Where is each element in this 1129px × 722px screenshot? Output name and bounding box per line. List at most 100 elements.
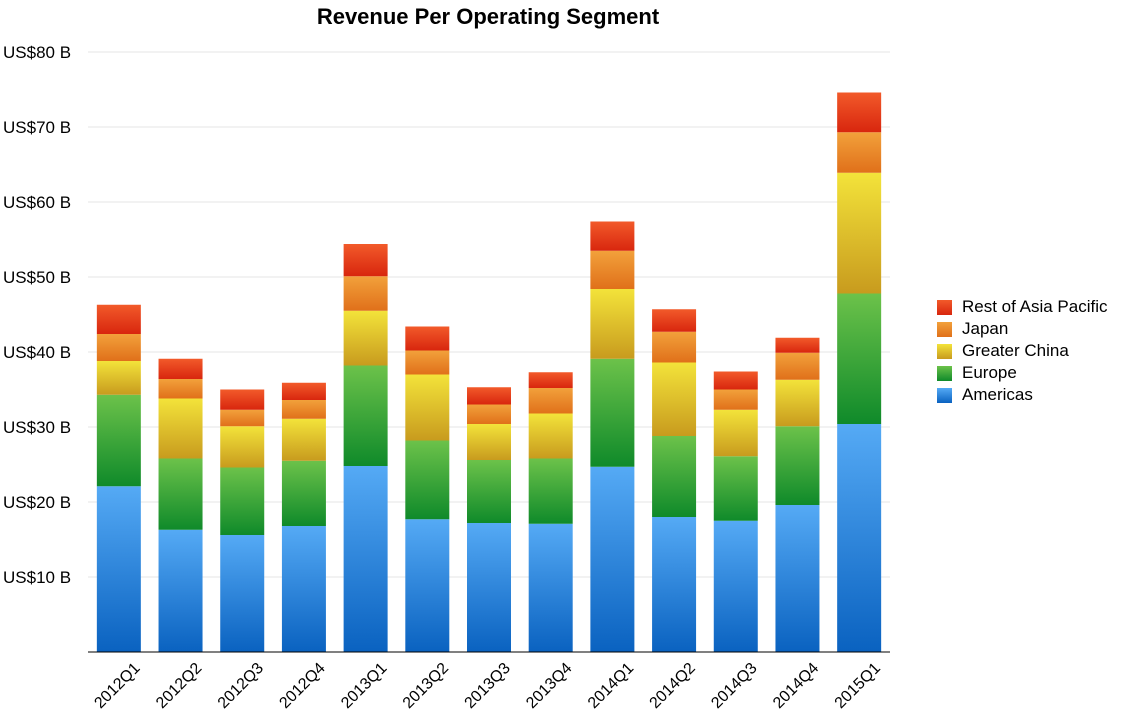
bar-segment-rest-of-asia-pacific bbox=[775, 337, 820, 353]
bar-segment-rest-of-asia-pacific bbox=[96, 304, 141, 334]
bar-segment-americas bbox=[281, 526, 326, 652]
bar-segment-japan bbox=[220, 409, 265, 427]
bar-segment-americas bbox=[220, 535, 265, 652]
x-tick-label: 2013Q4 bbox=[523, 660, 575, 712]
bar-segment-europe bbox=[775, 426, 820, 505]
bar-segment-japan bbox=[158, 379, 203, 399]
bar-segment-japan bbox=[528, 388, 573, 414]
legend-swatch bbox=[937, 299, 952, 315]
bar-segment-greater-china bbox=[405, 374, 450, 441]
bar-segment-japan bbox=[405, 350, 450, 375]
bar-segment-rest-of-asia-pacific bbox=[405, 326, 450, 351]
x-tick-label: 2012Q4 bbox=[276, 660, 328, 712]
bars bbox=[96, 92, 882, 652]
y-tick-label: US$70 B bbox=[3, 118, 71, 137]
y-tick-label: US$40 B bbox=[3, 343, 71, 362]
bar-segment-japan bbox=[652, 331, 697, 363]
bar-segment-japan bbox=[775, 352, 820, 380]
bar-segment-rest-of-asia-pacific bbox=[158, 358, 203, 379]
bar-segment-japan bbox=[467, 404, 511, 424]
bar-stack bbox=[713, 371, 758, 652]
x-tick-label: 2015Q1 bbox=[832, 660, 884, 712]
bar-segment-europe bbox=[96, 394, 141, 487]
bar-segment-japan bbox=[590, 250, 635, 289]
bar-segment-americas bbox=[590, 466, 635, 652]
legend: Rest of Asia Pacific Japan Greater China Eu… bbox=[937, 296, 1108, 406]
legend-swatch bbox=[937, 321, 952, 337]
bar-segment-rest-of-asia-pacific bbox=[528, 372, 573, 388]
bar-segment-americas bbox=[405, 519, 450, 652]
bar-segment-greater-china bbox=[467, 424, 511, 460]
bar-segment-europe bbox=[590, 358, 635, 467]
legend-item: Americas bbox=[937, 384, 1108, 406]
x-tick-label: 2014Q2 bbox=[647, 660, 699, 712]
bar-segment-americas bbox=[467, 523, 511, 652]
bar-segment-greater-china bbox=[343, 310, 388, 366]
bar-segment-rest-of-asia-pacific bbox=[281, 382, 326, 400]
bar-segment-greater-china bbox=[590, 289, 635, 359]
bar-segment-europe bbox=[837, 293, 882, 424]
bar-segment-europe bbox=[652, 436, 697, 517]
legend-item: Greater China bbox=[937, 340, 1108, 362]
bar-segment-americas bbox=[343, 466, 388, 652]
y-tick-label: US$50 B bbox=[3, 268, 71, 287]
bar-segment-rest-of-asia-pacific bbox=[652, 309, 697, 332]
bar-segment-europe bbox=[220, 467, 265, 535]
bar-segment-japan bbox=[281, 400, 326, 419]
bar-stack bbox=[343, 244, 388, 652]
bar-segment-greater-china bbox=[713, 409, 758, 457]
bar-segment-rest-of-asia-pacific bbox=[467, 387, 511, 405]
bar-segment-americas bbox=[775, 505, 820, 652]
bar-segment-greater-china bbox=[96, 361, 141, 395]
bar-segment-americas bbox=[837, 424, 882, 652]
x-tick-label: 2013Q2 bbox=[400, 660, 452, 712]
bar-segment-greater-china bbox=[158, 398, 203, 459]
bar-segment-greater-china bbox=[837, 172, 882, 294]
bar-segment-americas bbox=[652, 517, 697, 652]
y-tick-label: US$30 B bbox=[3, 418, 71, 437]
x-tick-label: 2013Q1 bbox=[338, 660, 390, 712]
y-tick-label: US$10 B bbox=[3, 568, 71, 587]
x-tick-label: 2012Q3 bbox=[215, 660, 267, 712]
bar-segment-europe bbox=[467, 460, 511, 523]
legend-item: Japan bbox=[937, 318, 1108, 340]
bar-segment-rest-of-asia-pacific bbox=[713, 371, 758, 390]
x-tick-label: 2012Q1 bbox=[91, 660, 143, 712]
bar-segment-americas bbox=[713, 520, 758, 652]
y-tick-label: US$80 B bbox=[3, 43, 71, 62]
legend-label: Rest of Asia Pacific bbox=[962, 297, 1108, 316]
legend-item: Europe bbox=[937, 362, 1108, 384]
bar-segment-europe bbox=[405, 440, 450, 520]
bar-stack bbox=[281, 382, 326, 652]
x-tick-label: 2012Q2 bbox=[153, 660, 205, 712]
legend-label: Europe bbox=[962, 363, 1017, 382]
bar-segment-americas bbox=[528, 523, 573, 652]
y-tick-label: US$60 B bbox=[3, 193, 71, 212]
x-tick-label: 2013Q3 bbox=[462, 660, 514, 712]
bar-segment-americas bbox=[158, 529, 203, 652]
bar-segment-greater-china bbox=[281, 418, 326, 461]
bar-segment-rest-of-asia-pacific bbox=[343, 244, 388, 277]
bar-segment-europe bbox=[281, 460, 326, 526]
bar-stack bbox=[405, 326, 450, 652]
legend-swatch bbox=[937, 343, 952, 359]
bar-segment-japan bbox=[837, 132, 882, 173]
legend-label: Japan bbox=[962, 319, 1009, 338]
bar-segment-americas bbox=[96, 486, 141, 652]
x-tick-label: 2014Q3 bbox=[708, 660, 760, 712]
bar-segment-japan bbox=[713, 389, 758, 410]
legend-label: Americas bbox=[962, 385, 1033, 404]
legend-swatch bbox=[937, 387, 952, 403]
bar-stack bbox=[837, 92, 882, 652]
bar-segment-greater-china bbox=[220, 426, 265, 468]
bar-segment-greater-china bbox=[528, 413, 573, 459]
bar-stack bbox=[158, 358, 203, 652]
bar-segment-greater-china bbox=[775, 379, 820, 427]
bar-segment-rest-of-asia-pacific bbox=[590, 221, 635, 251]
bar-segment-europe bbox=[158, 458, 203, 530]
bar-segment-japan bbox=[343, 276, 388, 311]
y-axis-ticks: US$10 B US$20 B US$30 B US$40 B US$50 B US$60… bbox=[3, 43, 71, 587]
bar-segment-rest-of-asia-pacific bbox=[220, 389, 265, 410]
bar-stack bbox=[652, 309, 697, 652]
